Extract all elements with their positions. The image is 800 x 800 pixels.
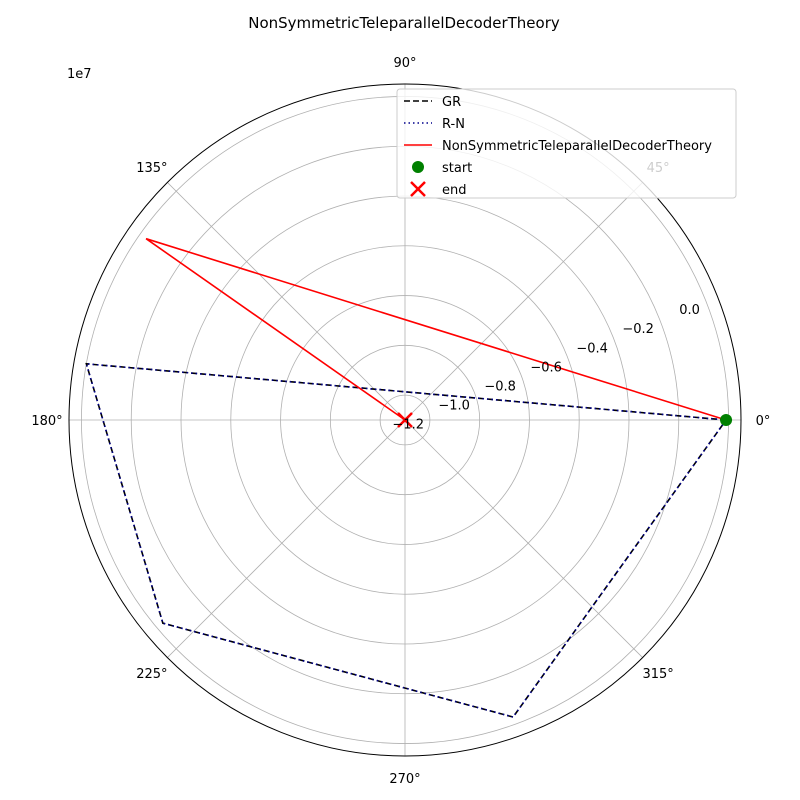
angular-gridline (404, 419, 643, 658)
angle-tick-label: 135° (136, 161, 167, 176)
angular-gridline (167, 419, 406, 658)
polar-frame (68, 83, 742, 757)
marker-end (397, 412, 413, 428)
angle-tick-label: 225° (136, 667, 167, 682)
tick-labels: 0°45°90°135°180°225°270°315°−1.2−1.0−0.8… (31, 56, 770, 787)
radial-tick-label: −0.6 (530, 360, 562, 375)
series-lines (85, 237, 727, 718)
markers (397, 412, 733, 428)
marker-start (720, 414, 733, 426)
radial-tick-label: −0.2 (622, 322, 654, 337)
legend-label: end (442, 183, 467, 198)
series-line-R-N (85, 362, 727, 718)
radial-tick-label: −1.0 (438, 398, 470, 413)
legend-entry-R-N: R-N (404, 117, 465, 132)
legend-entry-end: end (410, 181, 467, 198)
legend-swatch (412, 161, 424, 173)
radial-tick-label: 0.0 (679, 303, 700, 318)
legend-label: R-N (442, 117, 465, 132)
legend-label: start (442, 161, 472, 176)
angle-tick-label: 180° (31, 414, 62, 429)
legend-entry-NonSymmetricTeleparallelDecoderTheory: NonSymmetricTeleparallelDecoderTheory (404, 139, 712, 154)
legend-entry-start: start (412, 161, 472, 176)
legend-label: GR (442, 95, 461, 110)
radial-tick-label: −0.8 (484, 379, 516, 394)
legend-swatch (410, 181, 426, 197)
angle-tick-label: 270° (389, 772, 420, 787)
radial-offset-label: 1e7 (67, 67, 92, 82)
angle-tick-label: 0° (756, 414, 771, 429)
chart-title: NonSymmetricTeleparallelDecoderTheory (248, 14, 560, 32)
legend-box (396, 88, 737, 199)
angular-gridline (404, 182, 643, 421)
legend: GR R-N NonSymmetricTeleparallelDecoderTheo… (396, 88, 737, 199)
series-line-NonSymmetricTeleparallelDecoderTheory (145, 237, 727, 421)
radial-tick-label: −0.4 (576, 341, 608, 356)
grid (68, 83, 742, 757)
angular-gridline (167, 182, 406, 421)
angle-tick-label: 90° (393, 56, 416, 71)
radial-tick-label: −1.2 (392, 417, 424, 432)
angle-tick-label: 315° (642, 667, 673, 682)
legend-label: NonSymmetricTeleparallelDecoderTheory (442, 139, 712, 154)
legend-entry-GR: GR (404, 95, 461, 110)
